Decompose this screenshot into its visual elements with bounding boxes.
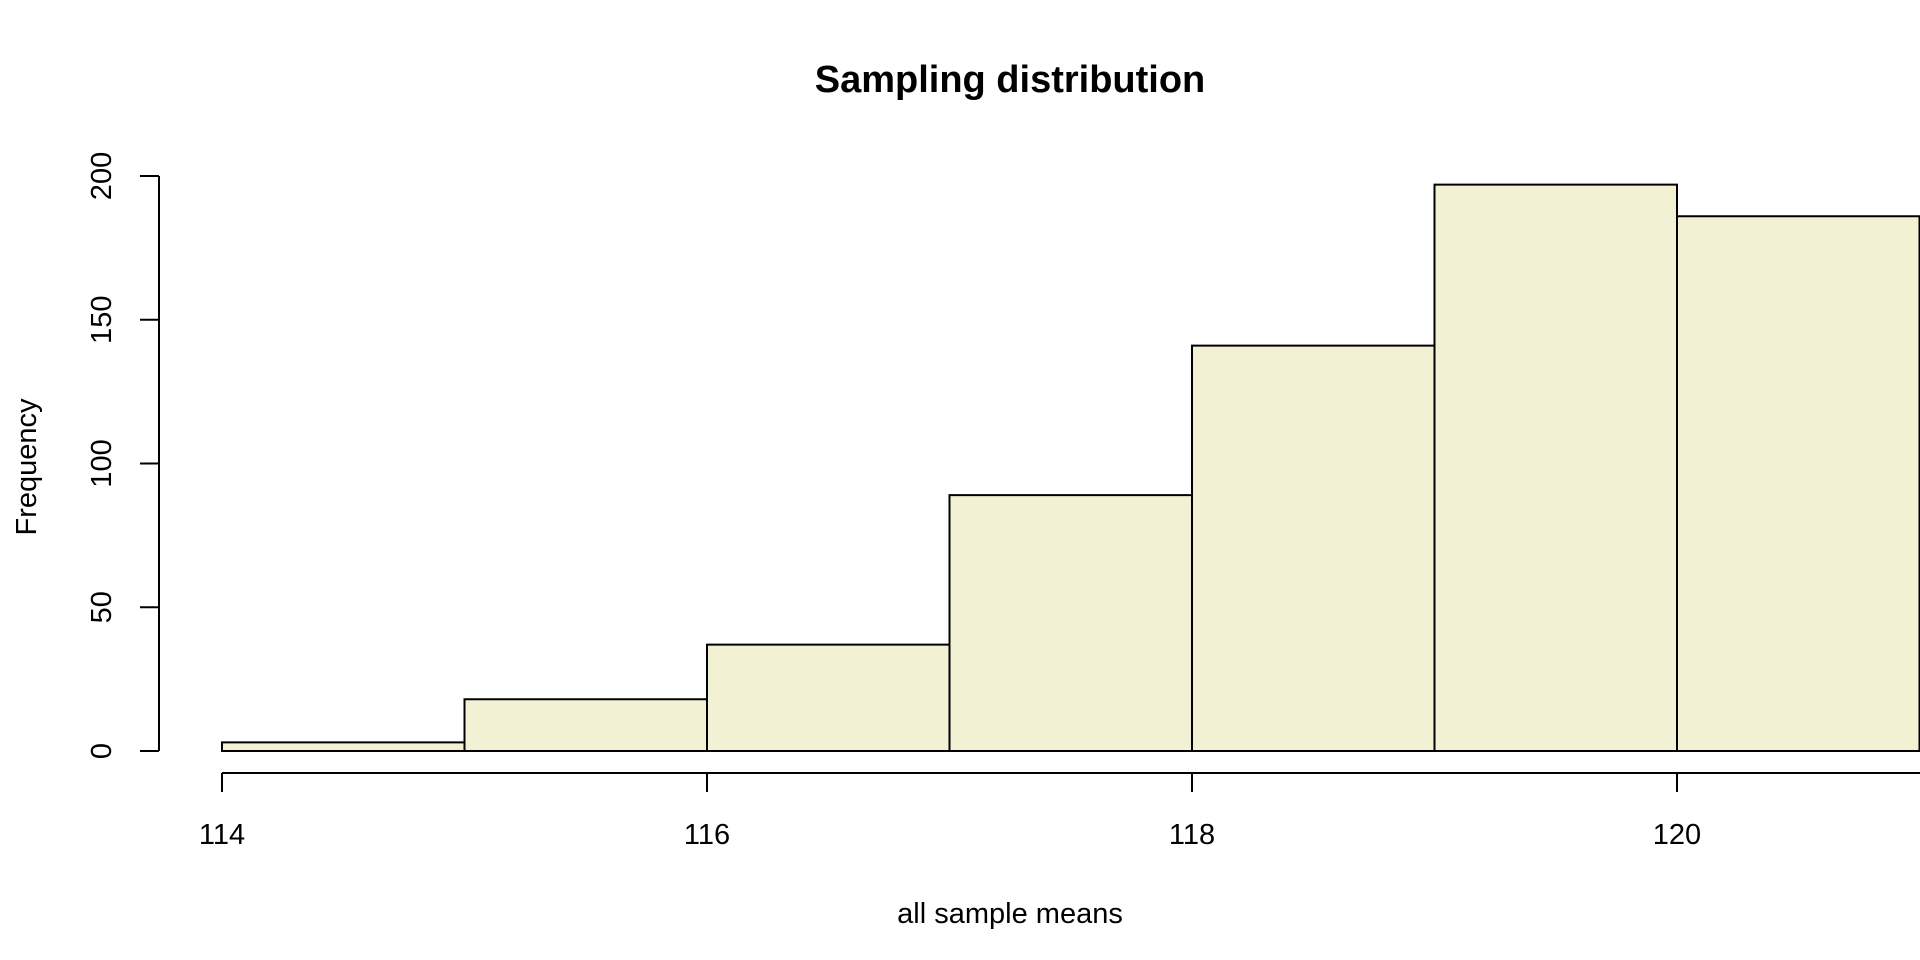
x-tick-label-116: 116 (684, 819, 730, 851)
histogram-bar-2 (706, 643, 951, 752)
y-tick-label-200: 200 (86, 152, 118, 200)
y-tick-label-100: 100 (86, 439, 118, 487)
histogram-bars (221, 183, 1920, 752)
y-tick-label-150: 150 (86, 296, 118, 344)
histogram-bar-5 (1433, 183, 1678, 752)
y-tick-label-0: 0 (86, 743, 118, 759)
histogram-bar-1 (463, 698, 708, 752)
y-axis-label: Frequency (11, 398, 43, 536)
x-axis-label: all sample means (897, 898, 1123, 930)
x-tick-label-114: 114 (199, 819, 245, 851)
y-axis: 0 50 100 150 200 (86, 152, 160, 759)
chart-title: Sampling distribution (815, 59, 1206, 101)
x-axis: 114116118120122124126 (199, 772, 1920, 851)
histogram-bar-3 (948, 494, 1193, 752)
histogram-bar-0 (221, 741, 466, 752)
y-tick-label-50: 50 (86, 591, 118, 623)
histogram-bar-4 (1191, 344, 1436, 752)
histogram-bar-6 (1676, 215, 1920, 752)
x-tick-label-120: 120 (1653, 819, 1701, 851)
x-tick-label-118: 118 (1169, 819, 1215, 851)
